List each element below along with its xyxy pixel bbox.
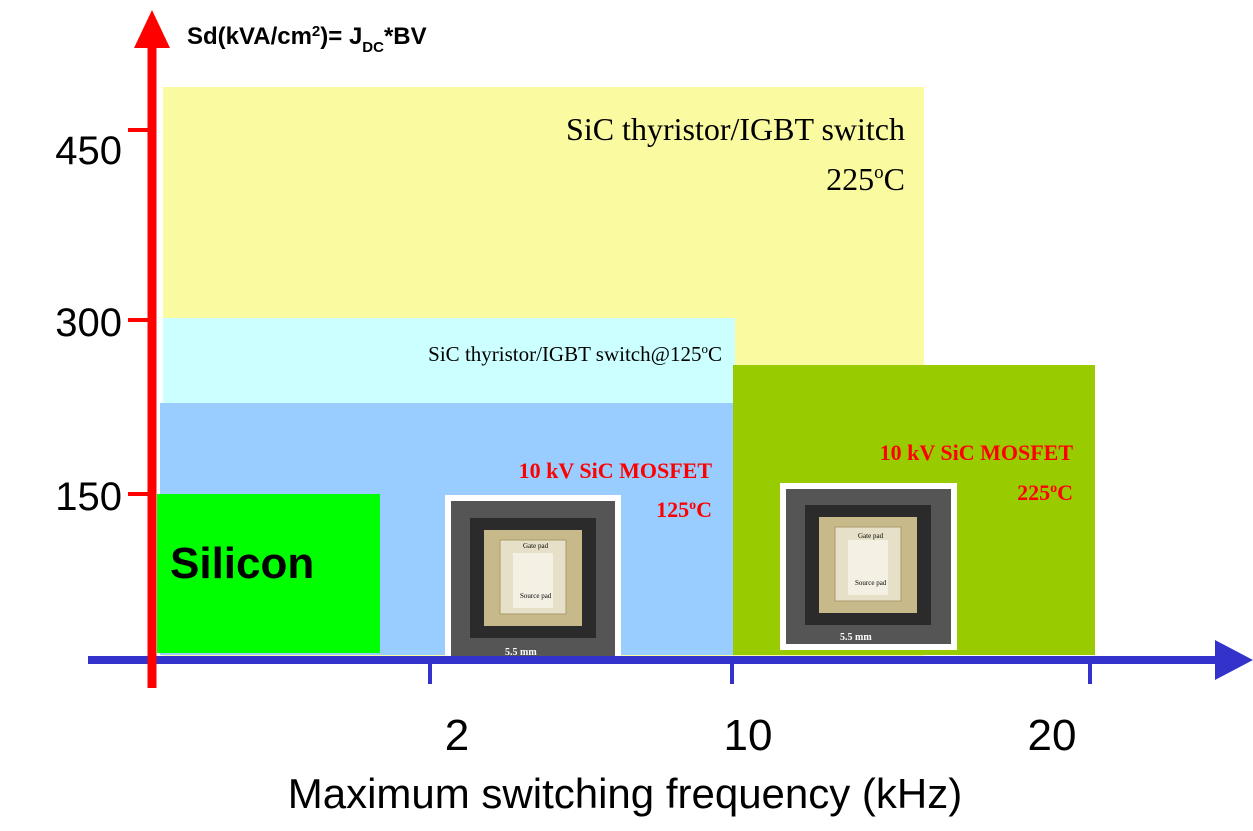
label-sup: 2 (312, 23, 320, 40)
x-tick-label: 10 (724, 711, 773, 760)
x-tick-label: 2 (445, 711, 469, 760)
x-axis-title: Maximum switching frequency (kHz) (288, 770, 963, 817)
unit: C (708, 342, 722, 366)
label-part: *BV (384, 23, 427, 50)
chip-source-label: Source pad (855, 579, 887, 587)
unit: C (696, 497, 712, 522)
unit: C (1057, 480, 1073, 505)
y-tick-label: 300 (55, 301, 122, 345)
y-tick-label: 450 (55, 129, 122, 173)
text: SiC thyristor/IGBT switch@125 (428, 342, 701, 366)
y-axis-label: Sd(kVA/cm2)= JDC*BV (187, 23, 427, 56)
chip-source-label: Source pad (520, 592, 552, 600)
label-part: )= J (320, 23, 362, 50)
region-label: 225oC (826, 161, 905, 197)
temp: 125 (656, 497, 689, 522)
region-label: 10 kV SiC MOSFET (519, 458, 713, 483)
region-label: 225oC (1017, 480, 1073, 505)
region-label: Silicon (170, 539, 314, 588)
y-tick-label: 150 (55, 475, 122, 519)
deg: o (1050, 481, 1057, 496)
chip-photo: Gate pad Source pad 5.5 mm (780, 483, 957, 650)
chip-photo: Gate pad Source pad 5.5 mm (445, 495, 621, 663)
region-label: SiC thyristor/IGBT switch@125oC (428, 341, 722, 366)
region-label: SiC thyristor/IGBT switch (566, 111, 905, 147)
deg: o (689, 498, 696, 513)
unit: C (884, 161, 905, 197)
label-part: Sd(kVA/cm (187, 23, 312, 50)
chip-dim-label: 5.5 mm (840, 632, 872, 643)
chip-gate-label: Gate pad (523, 542, 549, 550)
chip-gate-label: Gate pad (858, 532, 884, 540)
region-label: 10 kV SiC MOSFET (880, 440, 1074, 465)
region-label: 125oC (656, 497, 712, 522)
diagram: Gate pad Source pad 5.5 mm Gate pad Sour… (0, 0, 1253, 826)
temp: 225 (1017, 480, 1050, 505)
temp: 225 (826, 161, 874, 197)
y-axis-arrow (134, 10, 170, 48)
deg: o (874, 162, 884, 183)
x-tick-label: 20 (1028, 711, 1077, 760)
x-axis-arrow (1215, 640, 1253, 680)
label-sub: DC (362, 39, 384, 56)
